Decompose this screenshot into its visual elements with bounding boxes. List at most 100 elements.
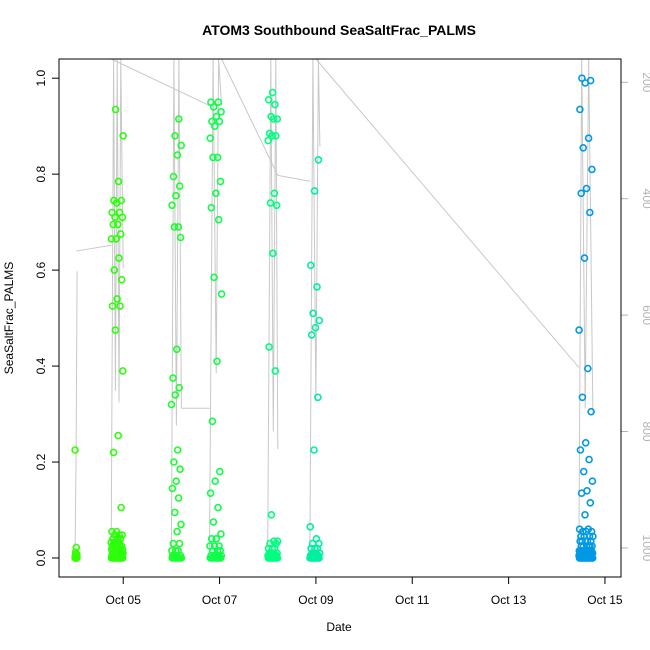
- flight-connector-line: [277, 174, 310, 182]
- data-point: [168, 484, 177, 493]
- data-point: [585, 455, 593, 464]
- data-point: [114, 177, 123, 186]
- y-axis-label: SeaSaltFrac_PALMS: [2, 262, 16, 375]
- data-point: [116, 302, 124, 310]
- data-point: [170, 458, 178, 466]
- data-point: [115, 254, 123, 262]
- x-tick-label: Oct 07: [202, 593, 238, 607]
- right-tick-label: 400: [640, 189, 650, 209]
- data-point: [114, 220, 122, 229]
- data-point: [176, 233, 185, 242]
- flight-track-line: [209, 58, 223, 548]
- data-point: [169, 172, 178, 181]
- data-point: [111, 105, 120, 114]
- data-point: [585, 208, 594, 217]
- data-point: [171, 132, 179, 140]
- data-point: [577, 189, 586, 198]
- x-tick-label: Oct 15: [587, 593, 623, 607]
- data-point: [171, 391, 180, 399]
- data-point: [583, 364, 592, 373]
- data-point: [112, 235, 120, 243]
- data-point: [173, 527, 181, 536]
- data-point: [112, 199, 121, 207]
- data-point: [207, 534, 216, 543]
- data-point: [209, 554, 217, 562]
- data-point: [575, 326, 583, 334]
- data-point: [116, 230, 125, 238]
- data-point: [216, 554, 225, 562]
- data-point: [177, 141, 185, 150]
- data-point: [174, 494, 183, 502]
- flight-track-line: [74, 271, 78, 548]
- data-point: [268, 88, 277, 97]
- data-points: [71, 74, 597, 562]
- flight-track-line: [309, 58, 321, 548]
- data-point: [118, 213, 127, 222]
- data-point: [117, 554, 125, 562]
- data-point: [580, 254, 589, 262]
- data-point: [115, 531, 124, 539]
- data-point: [113, 295, 121, 303]
- data-point: [269, 249, 277, 258]
- plot-border: [58, 58, 622, 578]
- data-point: [314, 393, 322, 402]
- data-point: [577, 489, 586, 498]
- y-tick-label: 0.8: [34, 165, 48, 182]
- chart-title: ATOM3 Southbound SeaSaltFrac_PALMS: [202, 22, 476, 38]
- data-point: [588, 477, 597, 486]
- data-point: [309, 309, 317, 318]
- data-point: [118, 531, 126, 539]
- data-point: [271, 100, 279, 109]
- data-point: [177, 520, 185, 529]
- data-point: [582, 184, 591, 193]
- flight-track-line: [170, 58, 182, 548]
- data-point: [119, 367, 127, 375]
- data-point: [215, 117, 224, 126]
- data-point: [268, 132, 276, 140]
- x-axis-label: Date: [326, 620, 352, 634]
- data-point: [168, 554, 176, 562]
- data-point: [170, 223, 179, 231]
- data-point: [217, 108, 225, 116]
- data-point: [264, 136, 273, 145]
- data-point: [272, 201, 281, 210]
- data-point: [207, 203, 216, 212]
- data-point: [210, 273, 218, 282]
- data-point: [307, 331, 316, 339]
- data-point: [212, 534, 221, 543]
- data-point: [167, 400, 176, 409]
- right-tick-label: 800: [640, 421, 650, 441]
- data-point: [111, 326, 120, 334]
- data-point: [578, 554, 586, 562]
- data-point: [310, 554, 319, 562]
- data-point: [175, 539, 184, 548]
- data-point: [217, 290, 226, 298]
- data-point: [315, 316, 324, 325]
- data-point: [116, 534, 125, 543]
- flight-connector-line: [110, 58, 210, 107]
- data-point: [271, 367, 280, 375]
- data-point: [168, 201, 176, 210]
- data-point: [213, 153, 222, 162]
- data-point: [216, 467, 224, 476]
- data-point: [269, 115, 278, 123]
- data-point: [584, 134, 593, 142]
- y-tick-label: 0.2: [34, 453, 48, 470]
- data-point: [206, 134, 214, 142]
- data-point: [72, 554, 80, 562]
- flight-track-line: [578, 58, 594, 548]
- data-point: [211, 477, 219, 486]
- data-point: [71, 446, 79, 454]
- data-point: [576, 446, 585, 454]
- data-point: [175, 383, 183, 392]
- data-point: [169, 374, 177, 382]
- flight-track-line: [267, 58, 279, 548]
- data-point: [209, 103, 218, 111]
- data-point: [306, 522, 315, 531]
- data-point: [206, 489, 215, 498]
- data-point: [273, 115, 282, 123]
- data-point: [581, 79, 590, 87]
- right-tick-label: 200: [640, 72, 650, 92]
- data-point: [176, 554, 184, 562]
